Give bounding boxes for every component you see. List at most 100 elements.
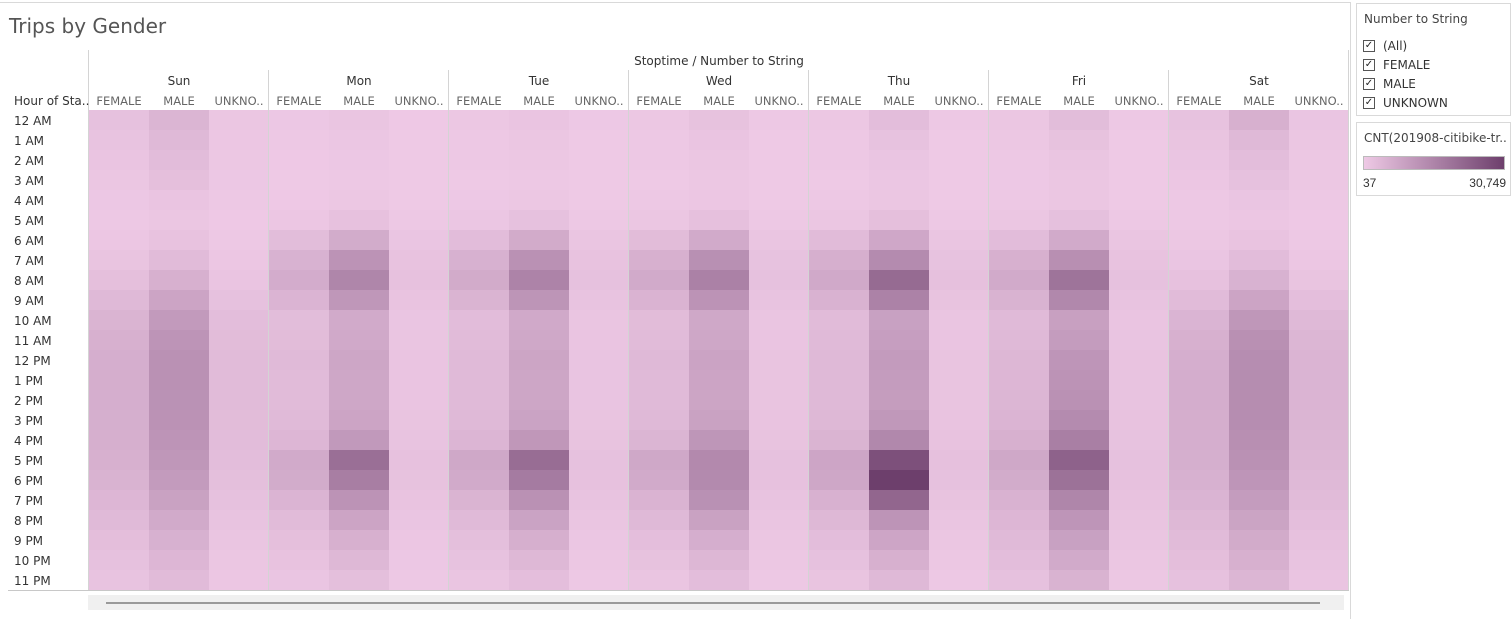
heatmap-cell[interactable] [509,570,569,590]
heatmap-cell[interactable] [149,510,209,530]
heatmap-cell[interactable] [869,250,929,270]
heatmap-cell[interactable] [569,190,629,210]
heatmap-cell[interactable] [989,210,1049,230]
heatmap-cell[interactable] [389,270,449,290]
heatmap-cell[interactable] [809,370,869,390]
heatmap-cell[interactable] [569,530,629,550]
heatmap-cell[interactable] [1289,530,1349,550]
heatmap-cell[interactable] [389,530,449,550]
heatmap-cell[interactable] [1109,430,1169,450]
heatmap-cell[interactable] [629,550,689,570]
heatmap-cell[interactable] [329,370,389,390]
heatmap-cell[interactable] [449,370,509,390]
heatmap-cell[interactable] [929,110,989,130]
heatmap-cell[interactable] [1229,510,1289,530]
heatmap-cell[interactable] [1109,470,1169,490]
heatmap-cell[interactable] [1229,490,1289,510]
heatmap-cell[interactable] [1289,330,1349,350]
heatmap-cell[interactable] [1109,510,1169,530]
heatmap-cell[interactable] [389,470,449,490]
heatmap-cell[interactable] [1229,370,1289,390]
heatmap-cell[interactable] [509,350,569,370]
heatmap-cell[interactable] [1229,550,1289,570]
heatmap-cell[interactable] [689,270,749,290]
checkbox-icon[interactable]: ✓ [1363,97,1375,109]
heatmap-cell[interactable] [809,250,869,270]
heatmap-cell[interactable] [869,190,929,210]
heatmap-cell[interactable] [449,290,509,310]
heatmap-cell[interactable] [569,370,629,390]
heatmap-cell[interactable] [329,470,389,490]
heatmap-cell[interactable] [1049,410,1109,430]
heatmap-cell[interactable] [869,330,929,350]
heatmap-cell[interactable] [449,550,509,570]
heatmap-cell[interactable] [869,450,929,470]
heatmap-cell[interactable] [209,270,269,290]
heatmap-cell[interactable] [1289,290,1349,310]
heatmap-cell[interactable] [389,390,449,410]
heatmap-cell[interactable] [1289,350,1349,370]
heatmap-cell[interactable] [629,390,689,410]
heatmap-cell[interactable] [989,150,1049,170]
filter-item-female[interactable]: ✓ FEMALE [1363,57,1430,73]
scrollbar-thumb[interactable] [106,602,1320,604]
heatmap-cell[interactable] [929,430,989,450]
heatmap-cell[interactable] [1229,310,1289,330]
heatmap-cell[interactable] [209,490,269,510]
heatmap-cell[interactable] [869,210,929,230]
heatmap-cell[interactable] [509,170,569,190]
heatmap-cell[interactable] [929,350,989,370]
heatmap-cell[interactable] [809,270,869,290]
heatmap-cell[interactable] [389,150,449,170]
heatmap-cell[interactable] [749,130,809,150]
heatmap-cell[interactable] [209,350,269,370]
heatmap-cell[interactable] [89,470,149,490]
heatmap-cell[interactable] [1109,450,1169,470]
heatmap-cell[interactable] [449,250,509,270]
heatmap-cell[interactable] [269,370,329,390]
heatmap-cell[interactable] [629,510,689,530]
heatmap-cell[interactable] [1229,170,1289,190]
heatmap-cell[interactable] [1049,250,1109,270]
heatmap-cell[interactable] [1169,370,1229,390]
checkbox-icon[interactable]: ✓ [1363,78,1375,90]
heatmap-cell[interactable] [629,430,689,450]
heatmap-cell[interactable] [509,210,569,230]
heatmap-cell[interactable] [1289,110,1349,130]
heatmap-cell[interactable] [449,470,509,490]
heatmap-cell[interactable] [1169,190,1229,210]
heatmap-cell[interactable] [749,410,809,430]
heatmap-cell[interactable] [149,170,209,190]
heatmap-cell[interactable] [1169,450,1229,470]
heatmap-cell[interactable] [929,330,989,350]
heatmap-cell[interactable] [1049,310,1109,330]
heatmap-cell[interactable] [149,250,209,270]
heatmap-cell[interactable] [689,170,749,190]
heatmap-cell[interactable] [1169,350,1229,370]
heatmap-cell[interactable] [869,430,929,450]
heatmap-cell[interactable] [269,450,329,470]
heatmap-cell[interactable] [689,490,749,510]
heatmap-cell[interactable] [569,290,629,310]
heatmap-cell[interactable] [689,330,749,350]
heatmap-cell[interactable] [209,130,269,150]
heatmap-cell[interactable] [869,510,929,530]
heatmap-cell[interactable] [329,450,389,470]
heatmap-cell[interactable] [629,490,689,510]
heatmap-cell[interactable] [149,330,209,350]
heatmap-cell[interactable] [809,110,869,130]
heatmap-cell[interactable] [89,450,149,470]
heatmap-cell[interactable] [989,350,1049,370]
heatmap-cell[interactable] [329,550,389,570]
heatmap-cell[interactable] [1289,490,1349,510]
heatmap-cell[interactable] [689,450,749,470]
heatmap-cell[interactable] [689,190,749,210]
heatmap-cell[interactable] [689,290,749,310]
heatmap-cell[interactable] [1169,570,1229,590]
heatmap-cell[interactable] [569,150,629,170]
heatmap-cell[interactable] [449,310,509,330]
heatmap-cell[interactable] [869,310,929,330]
heatmap-cell[interactable] [809,170,869,190]
heatmap-cell[interactable] [149,110,209,130]
heatmap-cell[interactable] [149,410,209,430]
